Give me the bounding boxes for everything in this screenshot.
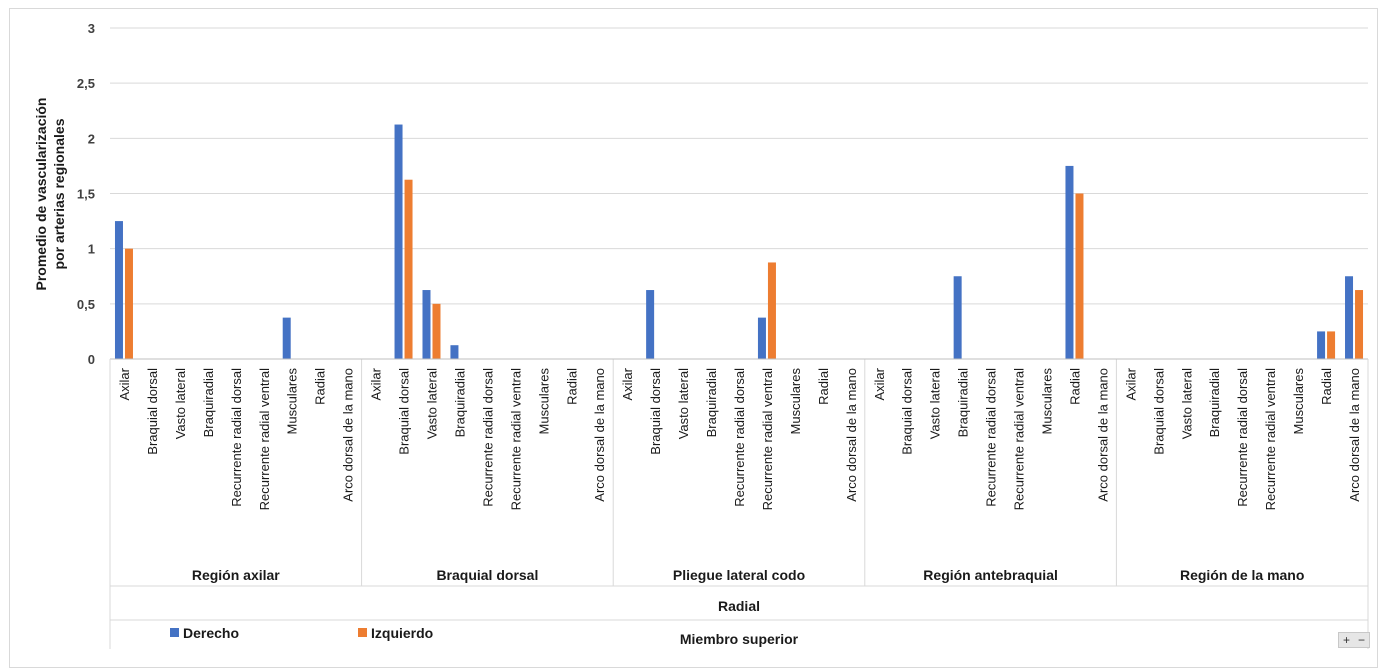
group-label: Región antebraquial	[923, 567, 1058, 583]
x-tick-label: Axilar	[620, 367, 635, 400]
bar-derecho	[450, 345, 459, 359]
group-label: Región de la mano	[1180, 567, 1304, 583]
x-tick-label: Vasto lateral	[676, 368, 691, 439]
zoom-in-button[interactable]: +	[1342, 633, 1350, 647]
x-tick-label: Vasto lateral	[424, 368, 439, 439]
bar-izquierdo	[404, 179, 413, 359]
x-tick-label: Recurrente radial dorsal	[732, 368, 747, 507]
x-tick-label: Braquial dorsal	[1151, 368, 1166, 455]
x-tick-label: Musculares	[1291, 368, 1306, 435]
y-axis-title: Promedio de vascularización	[33, 98, 49, 291]
bar-izquierdo	[124, 248, 133, 359]
x-tick-label: Braquiradial	[452, 368, 467, 437]
x-tick-label: Braquial dorsal	[900, 368, 915, 455]
x-tick-label: Axilar	[369, 367, 384, 400]
bar-derecho	[394, 124, 403, 360]
legend-swatch-derecho	[170, 628, 179, 637]
x-tick-label: Recurrente radial ventral	[257, 368, 272, 510]
bar-derecho	[1345, 276, 1354, 359]
x-tick-label: Arco dorsal de la mano	[592, 368, 607, 502]
x-tick-label: Braquiradial	[956, 368, 971, 437]
x-tick-label: Axilar	[1123, 367, 1138, 400]
x-tick-label: Braquial dorsal	[145, 368, 160, 455]
x-tick-label: Recurrente radial ventral	[508, 368, 523, 510]
legend-label-derecho: Derecho	[183, 625, 239, 641]
y-tick-label: 1	[88, 242, 95, 257]
x-tick-label: Arco dorsal de la mano	[341, 368, 356, 502]
bar-izquierdo	[432, 303, 441, 359]
x-tick-label: Vasto lateral	[928, 368, 943, 439]
x-tick-label: Recurrente radial dorsal	[480, 368, 495, 507]
axis-level3-label: Miembro superior	[680, 631, 799, 647]
y-tick-label: 0	[88, 352, 95, 367]
x-tick-label: Vasto lateral	[173, 368, 188, 439]
x-tick-label: Braquiradial	[1207, 368, 1222, 437]
bar-derecho	[757, 317, 766, 359]
x-tick-label: Recurrente radial ventral	[1263, 368, 1278, 510]
x-tick-label: Radial	[313, 368, 328, 405]
bar-izquierdo	[1327, 331, 1336, 359]
x-tick-label: Recurrente radial dorsal	[229, 368, 244, 507]
x-tick-label: Braquiradial	[201, 368, 216, 437]
x-tick-label: Axilar	[117, 367, 132, 400]
x-tick-label: Braquial dorsal	[397, 368, 412, 455]
x-tick-label: Recurrente radial dorsal	[1235, 368, 1250, 507]
bar-derecho	[1317, 331, 1326, 359]
x-tick-label: Axilar	[872, 367, 887, 400]
x-tick-label: Recurrente radial dorsal	[984, 368, 999, 507]
zoom-control[interactable]: + −	[1338, 632, 1370, 648]
y-tick-label: 2,5	[77, 76, 95, 91]
x-tick-label: Vasto lateral	[1179, 368, 1194, 439]
x-tick-label: Arco dorsal de la mano	[1347, 368, 1362, 502]
x-tick-label: Radial	[564, 368, 579, 405]
x-tick-label: Radial	[1067, 368, 1082, 405]
group-label: Región axilar	[192, 567, 280, 583]
legend-swatch-izquierdo	[358, 628, 367, 637]
x-tick-label: Recurrente radial ventral	[1012, 368, 1027, 510]
group-label: Pliegue lateral codo	[673, 567, 805, 583]
x-tick-label: Arco dorsal de la mano	[844, 368, 859, 502]
chart: 0 0,5 1 1,5 2 2,5 3 Promedio de vascularización…	[33, 21, 1369, 649]
bar-derecho	[1065, 165, 1074, 359]
y-tick-label: 0,5	[77, 297, 95, 312]
x-tick-label: Musculares	[536, 368, 551, 435]
y-axis-title: por arterias regionales	[51, 118, 67, 269]
bar-izquierdo	[1355, 290, 1364, 359]
x-tick-label: Braquiradial	[704, 368, 719, 437]
bar-derecho	[282, 317, 291, 359]
bar-derecho	[646, 290, 655, 359]
x-tick-label: Arco dorsal de la mano	[1095, 368, 1110, 502]
chart-frame	[9, 8, 1378, 668]
bar-izquierdo	[767, 262, 776, 359]
bar-derecho	[114, 221, 123, 359]
group-label: Braquial dorsal	[436, 567, 538, 583]
bar-derecho	[953, 276, 962, 359]
x-tick-label: Radial	[816, 368, 831, 405]
x-tick-label: Braquial dorsal	[648, 368, 663, 455]
x-tick-label: Recurrente radial ventral	[760, 368, 775, 510]
zoom-out-button[interactable]: −	[1357, 633, 1365, 647]
y-tick-label: 3	[88, 21, 95, 36]
x-tick-label: Musculares	[285, 368, 300, 435]
x-tick-label: Musculares	[1040, 368, 1055, 435]
y-tick-label: 1,5	[77, 187, 95, 202]
bar-izquierdo	[1075, 193, 1084, 359]
bar-derecho	[422, 290, 431, 359]
x-tick-label: Musculares	[788, 368, 803, 435]
axis-level2-label: Radial	[718, 598, 760, 614]
legend-label-izquierdo: Izquierdo	[371, 625, 433, 641]
y-tick-label: 2	[88, 131, 95, 146]
x-tick-label: Radial	[1319, 368, 1334, 405]
